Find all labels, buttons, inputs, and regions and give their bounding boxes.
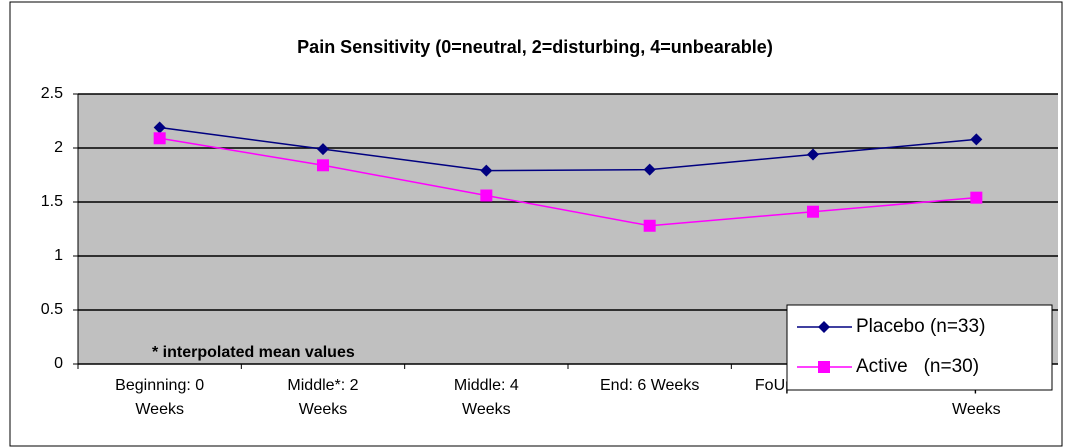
x-tick-label-box: Middle: 4 Weeks (453, 377, 519, 418)
series-line (159, 126, 977, 172)
x-tick-label-box: Beginning: 0 Weeks (115, 377, 205, 418)
marker (480, 164, 493, 177)
x-tick-label-box: End: 6 Weeks (600, 377, 700, 394)
marker (643, 219, 656, 232)
marker (807, 148, 819, 161)
marker (970, 191, 983, 204)
y-tick-label: 2.5 (41, 85, 63, 102)
y-tick-label: 0 (54, 355, 63, 372)
chart-title: Pain Sensitivity (0=neutral, 2=disturbin… (297, 37, 773, 57)
marker (807, 205, 819, 218)
y-tick-label: 0.5 (41, 301, 63, 318)
marker (317, 143, 329, 156)
x-tick-label: Beginning: 0 Weeks (115, 377, 205, 418)
series-line (159, 137, 977, 227)
y-tick-label: 1 (54, 247, 63, 264)
x-tick-label-box: Middle*: 2 Weeks (287, 377, 359, 418)
marker (317, 159, 329, 172)
x-tick-label: Middle*: 2 Weeks (287, 377, 359, 418)
y-tick-label: 1.5 (41, 193, 63, 210)
y-tick-label: 2 (54, 139, 63, 156)
annotation: * interpolated mean values (152, 344, 355, 361)
marker (153, 132, 166, 145)
marker (818, 361, 830, 373)
marker (818, 321, 830, 333)
legend-label: Active (n=30) (856, 356, 979, 377)
marker (643, 163, 656, 176)
marker (480, 189, 493, 202)
x-tick-label: End: 6 Weeks (600, 377, 700, 394)
legend-box (786, 304, 1053, 391)
marker (970, 133, 983, 146)
marker (153, 121, 166, 134)
legend-label: Placebo (n=33) (856, 316, 985, 337)
x-tick-label: Middle: 4 Weeks (453, 377, 519, 418)
